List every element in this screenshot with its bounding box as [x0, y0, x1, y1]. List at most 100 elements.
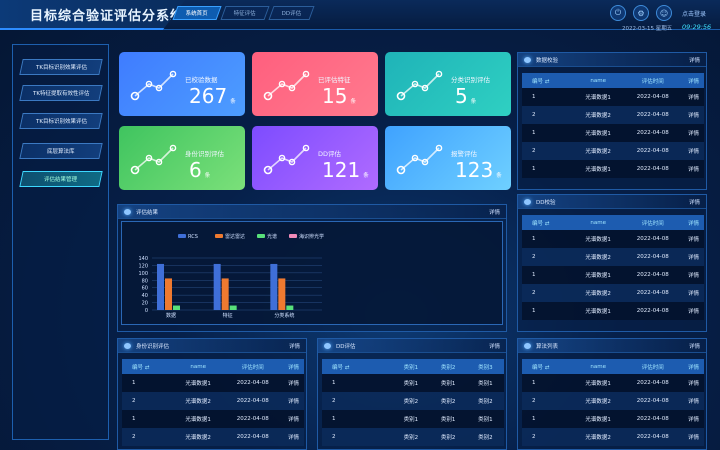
legend-swatch: [257, 234, 265, 238]
table-cell: 1: [522, 302, 574, 320]
details-link[interactable]: 详情: [683, 302, 704, 320]
legend-label: 光谱: [267, 233, 277, 240]
details-link[interactable]: 详情: [683, 248, 704, 266]
panel-title: DD评估: [336, 344, 356, 350]
sidebar-item-tk-feature[interactable]: TK特征提取有效性评估: [19, 85, 103, 101]
details-link[interactable]: 详情: [283, 410, 304, 428]
stat-card-label: 身份识别评估: [185, 150, 224, 158]
table-cell: 光谱数据1: [173, 410, 223, 428]
details-link[interactable]: 详情: [283, 428, 304, 446]
column-header: 详情: [683, 73, 704, 88]
panel-bullet-icon: [124, 343, 131, 349]
column-header[interactable]: 编号 ⇄: [122, 359, 174, 374]
sidebar-item-algorithm-lib[interactable]: 底层算法库: [19, 143, 103, 159]
column-header: 评估时间: [622, 73, 684, 88]
table-cell: 类别1: [429, 410, 467, 428]
details-link[interactable]: 详情: [683, 266, 704, 284]
stat-card-label: 分类识别评估: [451, 76, 490, 84]
stat-card[interactable]: 报警评估 123 条: [385, 126, 511, 190]
node-chain-icon: [130, 70, 177, 101]
algorithm-list-panel: 算法列表 详情 编号 ⇄ name 评估时间 详情 1 光谱数据1 2022-04-08 详情…: [517, 338, 707, 450]
table-cell: 类别2: [466, 428, 504, 446]
bar: [270, 263, 278, 310]
column-header[interactable]: 编号 ⇄: [322, 359, 393, 374]
details-link[interactable]: 详情: [288, 344, 300, 350]
details-link[interactable]: 详情: [688, 200, 700, 206]
details-link[interactable]: 详情: [683, 160, 704, 178]
x-tick-label: 数据: [166, 312, 176, 319]
bar: [165, 278, 172, 310]
stat-value-unit: 条: [230, 99, 236, 105]
details-link[interactable]: 详情: [688, 58, 700, 64]
details-link[interactable]: 详情: [683, 142, 704, 160]
table-row: 1 光谱数据1 2022-04-08 详情: [522, 302, 704, 320]
node-chain-icon: [130, 144, 177, 175]
table-cell: 光谱数据1: [573, 374, 623, 392]
table-cell: 1: [522, 124, 574, 142]
panel-bullet-icon: [324, 343, 331, 349]
stat-card[interactable]: 已校验数据 267 条: [119, 52, 245, 116]
column-header: 评估时间: [622, 359, 684, 374]
details-link[interactable]: 详情: [683, 374, 704, 392]
details-link[interactable]: 详情: [683, 106, 704, 124]
table-row: 1 光谱数据1 2022-04-08 详情: [522, 124, 704, 142]
column-header[interactable]: 编号 ⇄: [522, 215, 574, 230]
sidebar-item-tk-recognition-2[interactable]: TK目标识别效果评估: [19, 113, 103, 129]
stat-card-value: 121 条: [322, 158, 369, 182]
table-cell: 1: [122, 410, 174, 428]
app-title: 目标综合验证评估分系统: [30, 9, 185, 24]
sidebar-item-result-mgmt[interactable]: 评估结果管理: [19, 171, 103, 187]
bar: [286, 305, 294, 310]
dd-check-panel: DD校验 详情 编号 ⇄ name 评估时间 详情 1 光谱数据1 2022-04-08 详情…: [517, 194, 707, 332]
table-cell: 光谱数据1: [573, 302, 623, 320]
tab-feature-eval[interactable]: 特征评估: [220, 6, 270, 20]
details-link[interactable]: 详情: [683, 284, 704, 302]
user-icon[interactable]: ☺: [656, 5, 672, 21]
stat-card-label: DD评估: [318, 150, 342, 158]
sidebar-item-tk-recognition[interactable]: TK目标识别效果评估: [19, 59, 103, 75]
table-cell: 2022-04-08: [622, 230, 684, 248]
login-link[interactable]: 点击登录: [682, 11, 707, 18]
settings-icon[interactable]: ⚙: [633, 5, 649, 21]
power-icon[interactable]: ⏻: [610, 5, 626, 21]
panel-header: 评估结果 详情: [118, 205, 506, 219]
tab-home-label: 系统首页: [185, 11, 208, 17]
stat-card[interactable]: 已评估特征 15 条: [252, 52, 378, 116]
column-header[interactable]: 编号 ⇄: [522, 359, 574, 374]
table-cell: 光谱数据2: [173, 392, 223, 410]
table-cell: 类别1: [466, 374, 504, 392]
table-cell: 光谱数据1: [573, 230, 623, 248]
table-cell: 光谱数据1: [573, 88, 623, 106]
stat-card-label: 已评估特征: [318, 76, 351, 84]
details-link[interactable]: 详情: [488, 344, 500, 350]
dd-eval-table: 编号 ⇄ 类别1 类别2 类别3 1 类别1 类别1 类别1 2 类别2 类别2 类别2 1 类别1 类别1…: [322, 359, 504, 446]
tab-dd-eval[interactable]: DD评估: [268, 6, 316, 20]
details-link[interactable]: 详情: [688, 344, 700, 350]
table-row: 2 光谱数据2 2022-04-08 详情: [522, 248, 704, 266]
table-cell: 2022-04-08: [622, 302, 684, 320]
table-header-row: 编号 ⇄ name 评估时间 详情: [522, 359, 704, 374]
table-cell: 2: [522, 428, 574, 446]
details-link[interactable]: 详情: [283, 374, 304, 392]
stat-value-number: 267: [189, 84, 228, 108]
details-link[interactable]: 详情: [283, 392, 304, 410]
table-cell: 光谱数据2: [573, 392, 623, 410]
bar: [221, 278, 229, 310]
details-link[interactable]: 详情: [683, 230, 704, 248]
details-link[interactable]: 详情: [683, 392, 704, 410]
bar: [213, 263, 221, 310]
details-link[interactable]: 详情: [683, 88, 704, 106]
table-row: 1 光谱数据1 2022-04-08 详情: [522, 88, 704, 106]
table-cell: 2022-04-08: [622, 392, 684, 410]
table-cell: 光谱数据2: [573, 428, 623, 446]
tab-home[interactable]: 系统首页: [172, 6, 222, 20]
stat-card[interactable]: DD评估 121 条: [252, 126, 378, 190]
column-header: 详情: [683, 215, 704, 230]
details-link[interactable]: 详情: [683, 124, 704, 142]
column-header[interactable]: 编号 ⇄: [522, 73, 574, 88]
details-link[interactable]: 详情: [683, 428, 704, 446]
details-link[interactable]: 详情: [683, 410, 704, 428]
details-link[interactable]: 详情: [488, 210, 500, 216]
